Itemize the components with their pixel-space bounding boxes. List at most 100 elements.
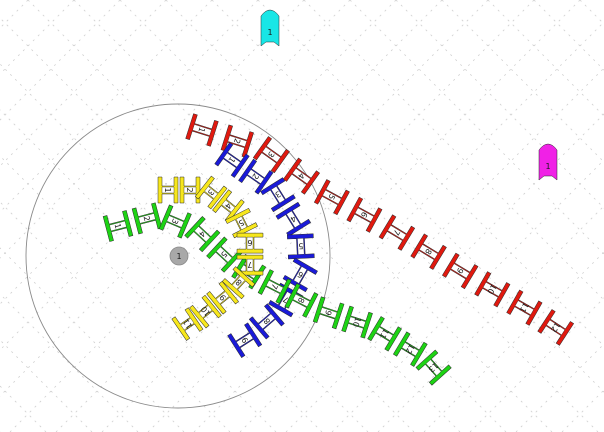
grid-line bbox=[0, 0, 259, 259]
yellow-segment: 7 bbox=[236, 254, 264, 276]
green-segment: 11 bbox=[367, 316, 402, 352]
grid-line bbox=[0, 0, 351, 351]
red-segment-label: 10 bbox=[485, 282, 498, 295]
blue-segment: 2 bbox=[238, 158, 274, 195]
grid-line bbox=[515, 343, 604, 432]
yellow-segment-spine bbox=[215, 291, 230, 305]
green-segment-label: 1 bbox=[113, 223, 123, 230]
blue-segment: 3 bbox=[260, 177, 296, 213]
yellow-segment-label: 7 bbox=[247, 260, 252, 269]
green-segment-spine bbox=[292, 293, 311, 308]
green-segment-label: 12 bbox=[403, 342, 416, 355]
magenta-marker-label: 1 bbox=[545, 162, 550, 171]
blue-segment-spine bbox=[270, 186, 286, 204]
green-segment-spine bbox=[194, 226, 211, 243]
blue-segment: 4 bbox=[275, 201, 312, 237]
yellow-segment: 9 bbox=[206, 280, 239, 315]
red-segment: 2 bbox=[220, 124, 254, 158]
grid-line bbox=[0, 0, 75, 75]
red-segment-spine bbox=[514, 300, 534, 316]
red-segment: 11 bbox=[506, 289, 543, 326]
red-segment: 8 bbox=[410, 233, 447, 270]
blue-segment-spine bbox=[236, 333, 254, 348]
grid-line bbox=[0, 293, 139, 432]
red-segment-label: 7 bbox=[391, 228, 401, 237]
grid-line bbox=[0, 201, 231, 432]
green-segment-label: 10 bbox=[351, 316, 363, 328]
red-segment: 12 bbox=[537, 309, 575, 346]
green-segment-spine bbox=[401, 342, 419, 357]
grid-line bbox=[533, 0, 604, 71]
markers: 11 bbox=[260, 9, 558, 181]
red-segment-label: 2 bbox=[232, 137, 242, 145]
green-segment-spine bbox=[348, 316, 366, 328]
blue-segment-label: 8 bbox=[262, 316, 272, 326]
grid-line bbox=[0, 0, 121, 121]
grid-line bbox=[349, 0, 604, 255]
red-segment-spine bbox=[450, 263, 470, 279]
yellow-segment: 2 bbox=[179, 176, 201, 204]
red-segment: 5 bbox=[313, 179, 350, 216]
blue-segment-label: 5 bbox=[298, 241, 304, 250]
red-segment-spine bbox=[482, 281, 502, 297]
green-segment-spine bbox=[166, 215, 185, 228]
green-segment-label: 7 bbox=[269, 282, 279, 291]
grid-line bbox=[487, 0, 604, 117]
blue-segment: 1 bbox=[214, 142, 250, 178]
cyan-marker: 1 bbox=[260, 9, 280, 47]
yellow-segment-spine bbox=[161, 186, 175, 194]
blue-segment: 8 bbox=[248, 303, 285, 340]
magenta-marker: 1 bbox=[538, 143, 558, 181]
green-segment: 2 bbox=[131, 202, 163, 235]
yellow-segment-label: 1 bbox=[163, 187, 172, 192]
green-segment: 13 bbox=[415, 349, 452, 386]
blue-segment-label: 1 bbox=[226, 155, 236, 164]
green-segment-label: 11 bbox=[378, 327, 391, 340]
green-segment-label: 5 bbox=[219, 249, 229, 259]
yellow-segment: 3 bbox=[194, 175, 228, 210]
yellow-segment: 6 bbox=[236, 232, 264, 254]
blue-segment: 5 bbox=[286, 233, 315, 260]
green-segment-spine bbox=[319, 307, 338, 319]
grid-line bbox=[469, 297, 604, 432]
green-segment-label: 4 bbox=[197, 229, 207, 239]
yellow-segment-spine bbox=[246, 236, 254, 250]
red-segment-spine bbox=[354, 207, 375, 223]
red-segment: 4 bbox=[283, 157, 320, 195]
yellow-segment-spine bbox=[183, 186, 197, 194]
blue-segment-spine bbox=[286, 210, 301, 228]
grid-line bbox=[211, 0, 604, 393]
yellow-segment-label: 6 bbox=[247, 238, 252, 247]
green-segment: 9 bbox=[312, 296, 345, 330]
red-segment-label: 9 bbox=[455, 266, 465, 275]
red-segment-spine bbox=[227, 135, 248, 148]
grid-line bbox=[119, 0, 553, 432]
range-circle bbox=[25, 103, 331, 409]
grid-line bbox=[377, 205, 604, 432]
green-segment-spine bbox=[109, 220, 127, 232]
green-segment-spine bbox=[138, 213, 156, 224]
yellow-segment-label: 4 bbox=[223, 201, 233, 211]
red-segment-spine bbox=[292, 168, 311, 185]
red-segment: 3 bbox=[252, 136, 290, 174]
red-segment: 9 bbox=[442, 252, 479, 290]
blue-segment-label: 2 bbox=[250, 172, 260, 181]
grid-line bbox=[0, 109, 323, 432]
grid-line bbox=[0, 385, 47, 432]
green-segment-spine bbox=[375, 326, 394, 341]
cyan-marker-label: 1 bbox=[267, 28, 272, 37]
red-segment-label: 8 bbox=[423, 247, 433, 256]
green-segment-label: 9 bbox=[323, 309, 333, 317]
red-segment-spine bbox=[387, 225, 407, 241]
center-dot bbox=[169, 246, 189, 266]
grid-line bbox=[0, 0, 29, 29]
red-segment: 7 bbox=[378, 214, 416, 251]
red-segment-spine bbox=[192, 124, 212, 136]
yellow-segment-spine bbox=[204, 186, 218, 199]
grid-line bbox=[193, 21, 604, 432]
green-segment-label: 8 bbox=[296, 296, 306, 305]
red-segment-spine bbox=[419, 244, 439, 260]
